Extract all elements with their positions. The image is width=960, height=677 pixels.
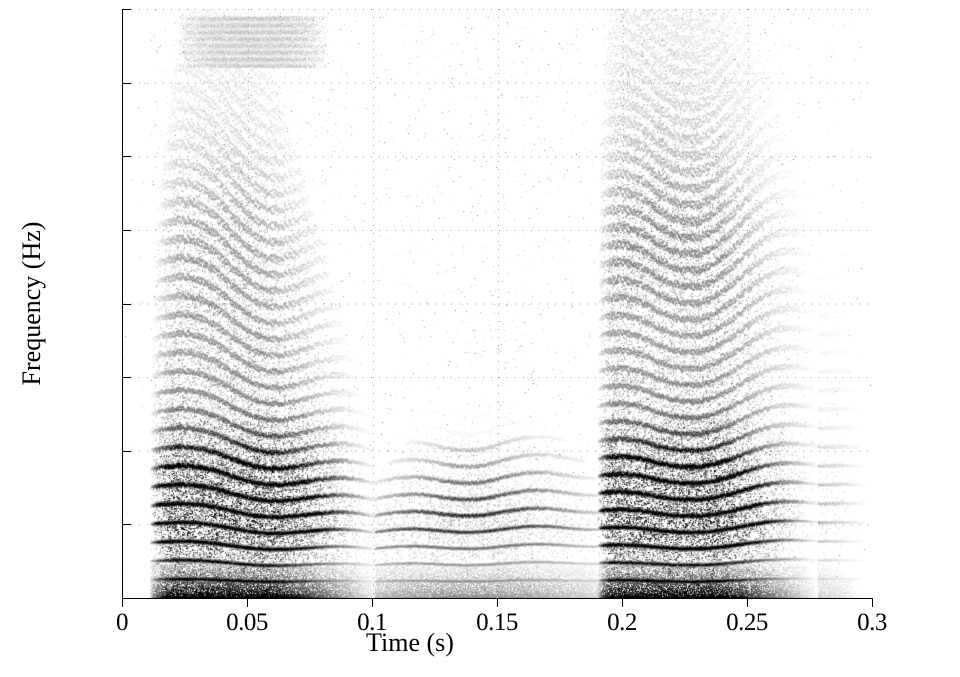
- y-tick-mark: [122, 598, 131, 599]
- y-tick-mark: [122, 156, 131, 158]
- x-tick-mark: [622, 598, 623, 607]
- y-tick-mark: [122, 524, 131, 526]
- y-tick-mark: [122, 303, 131, 305]
- x-tick-mark: [122, 598, 123, 607]
- x-tick-mark: [872, 598, 873, 607]
- spectrogram-image: [123, 9, 873, 598]
- y-tick-mark: [122, 229, 131, 231]
- y-tick-mark: [122, 377, 131, 379]
- x-tick-label: 0: [116, 609, 129, 636]
- y-tick-mark: [122, 82, 131, 84]
- x-tick-mark: [747, 598, 748, 607]
- y-tick-mark: [122, 450, 131, 452]
- x-tick-label: 0.05: [226, 609, 268, 636]
- y-tick-mark: [122, 9, 131, 10]
- x-tick-label: 0.25: [726, 609, 768, 636]
- x-axis-label-text: Time (s): [366, 628, 454, 657]
- plot-area: [122, 9, 873, 599]
- x-tick-label: 0.1: [357, 609, 387, 636]
- x-tick-mark: [247, 598, 248, 607]
- y-axis-label: Frequency (Hz): [17, 221, 46, 386]
- x-tick-mark: [497, 598, 498, 607]
- x-tick-mark: [372, 598, 373, 607]
- x-axis-label: Time (s): [0, 628, 960, 658]
- x-tick-label: 0.15: [476, 609, 518, 636]
- x-tick-label: 0.2: [607, 609, 637, 636]
- x-tick-label: 0.3: [857, 609, 887, 636]
